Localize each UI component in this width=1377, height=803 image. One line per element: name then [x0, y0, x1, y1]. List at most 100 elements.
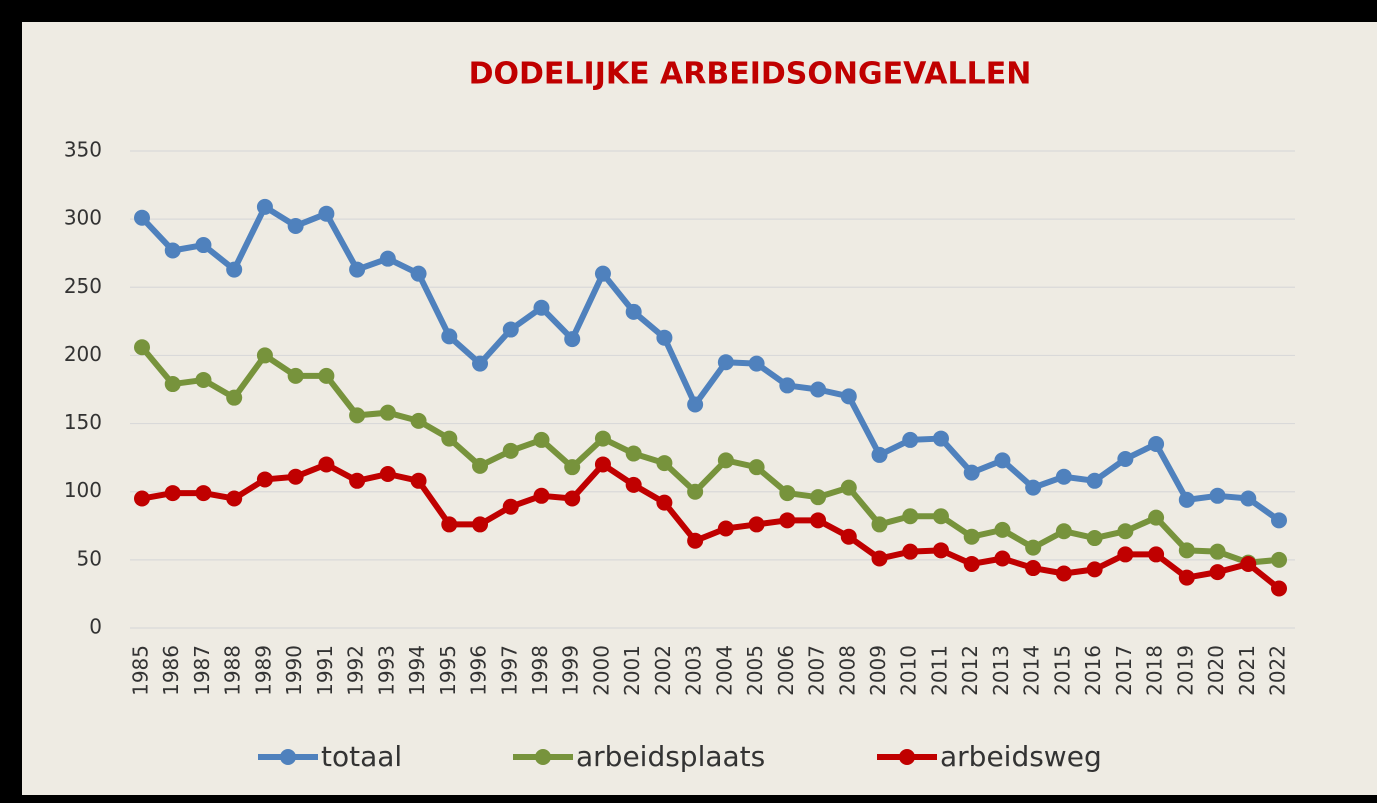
x-tick-label: 1985	[129, 645, 153, 696]
legend-label: arbeidsplaats	[576, 740, 765, 773]
marker	[410, 472, 427, 489]
x-tick-label: 2019	[1173, 645, 1197, 696]
legend-marker	[280, 749, 296, 765]
marker	[226, 490, 243, 507]
marker	[349, 407, 366, 424]
x-tick-label: 2011	[927, 645, 951, 696]
y-tick-label: 50	[77, 546, 102, 570]
marker	[656, 455, 673, 472]
marker	[779, 377, 796, 394]
x-tick-label: 1999	[559, 645, 583, 696]
x-tick-label: 1994	[405, 645, 429, 696]
marker	[533, 299, 550, 316]
marker	[1148, 436, 1165, 453]
x-tick-label: 2012	[958, 645, 982, 696]
marker	[1209, 543, 1226, 560]
marker	[1025, 539, 1042, 556]
legend-item: arbeidsweg	[877, 740, 1102, 773]
marker	[625, 445, 642, 462]
x-tick-label: 1990	[282, 645, 306, 696]
chart-title: DODELIJKE ARBEIDSONGEVALLEN	[469, 57, 1032, 92]
y-tick-label: 0	[89, 615, 102, 639]
marker	[164, 485, 181, 502]
x-tick-label: 2006	[774, 645, 798, 696]
marker	[134, 209, 150, 226]
x-tick-label: 2010	[897, 645, 921, 696]
marker	[1055, 468, 1072, 485]
x-tick-label: 2001	[620, 645, 644, 696]
marker	[1148, 509, 1165, 526]
marker	[1086, 472, 1103, 489]
x-tick-label: 1992	[344, 645, 368, 696]
x-tick-label: 2020	[1204, 645, 1228, 696]
marker	[318, 456, 335, 473]
x-tick-label: 1988	[221, 645, 245, 696]
marker	[410, 412, 427, 429]
x-tick-label: 2008	[835, 645, 859, 696]
marker	[871, 516, 888, 533]
x-tick-label: 1998	[528, 645, 552, 696]
y-tick-label: 300	[64, 206, 102, 230]
marker	[932, 508, 949, 525]
marker	[287, 468, 304, 485]
marker	[472, 516, 489, 533]
x-tick-label: 1993	[374, 645, 398, 696]
y-tick-label: 250	[64, 274, 102, 298]
legend-item: totaal	[258, 740, 402, 773]
x-tick-label: 1987	[190, 645, 214, 696]
marker	[656, 329, 673, 346]
marker	[594, 430, 611, 447]
marker	[287, 367, 304, 384]
marker	[1025, 479, 1042, 496]
marker	[625, 476, 642, 493]
marker	[195, 485, 212, 502]
marker	[748, 459, 765, 476]
x-tick-label: 2018	[1143, 645, 1167, 696]
marker	[810, 489, 827, 506]
marker	[748, 516, 765, 533]
marker	[226, 261, 243, 278]
marker	[1055, 565, 1072, 582]
marker	[441, 516, 458, 533]
marker	[502, 442, 519, 459]
x-tick-label: 2017	[1112, 645, 1136, 696]
marker	[871, 550, 888, 567]
marker	[379, 404, 396, 421]
marker	[1117, 546, 1134, 563]
x-tick-label: 2021	[1235, 645, 1259, 696]
marker	[379, 250, 396, 267]
marker	[840, 479, 857, 496]
marker	[1240, 490, 1257, 507]
marker	[902, 508, 919, 525]
marker	[1209, 487, 1226, 504]
y-tick-label: 350	[64, 138, 102, 162]
marker	[349, 261, 366, 278]
marker	[963, 555, 980, 572]
legend-label: arbeidsweg	[940, 740, 1102, 773]
x-tick-label: 1991	[313, 645, 337, 696]
x-tick-label: 2004	[712, 645, 736, 696]
marker	[1271, 512, 1287, 529]
marker	[779, 512, 796, 529]
marker	[533, 487, 550, 504]
marker	[134, 339, 150, 356]
marker	[963, 528, 980, 545]
marker	[564, 459, 581, 476]
x-tick-label: 2015	[1050, 645, 1074, 696]
marker	[287, 217, 304, 234]
marker	[472, 355, 489, 372]
marker	[379, 465, 396, 482]
marker	[318, 205, 335, 222]
x-tick-label: 2002	[651, 645, 675, 696]
marker	[687, 532, 704, 549]
marker	[472, 457, 489, 474]
marker	[1209, 564, 1226, 581]
legend-marker	[899, 749, 915, 765]
marker	[1178, 569, 1195, 586]
marker	[1086, 561, 1103, 578]
x-tick-label: 2003	[682, 645, 706, 696]
marker	[134, 490, 150, 507]
marker	[256, 347, 273, 364]
marker	[840, 528, 857, 545]
